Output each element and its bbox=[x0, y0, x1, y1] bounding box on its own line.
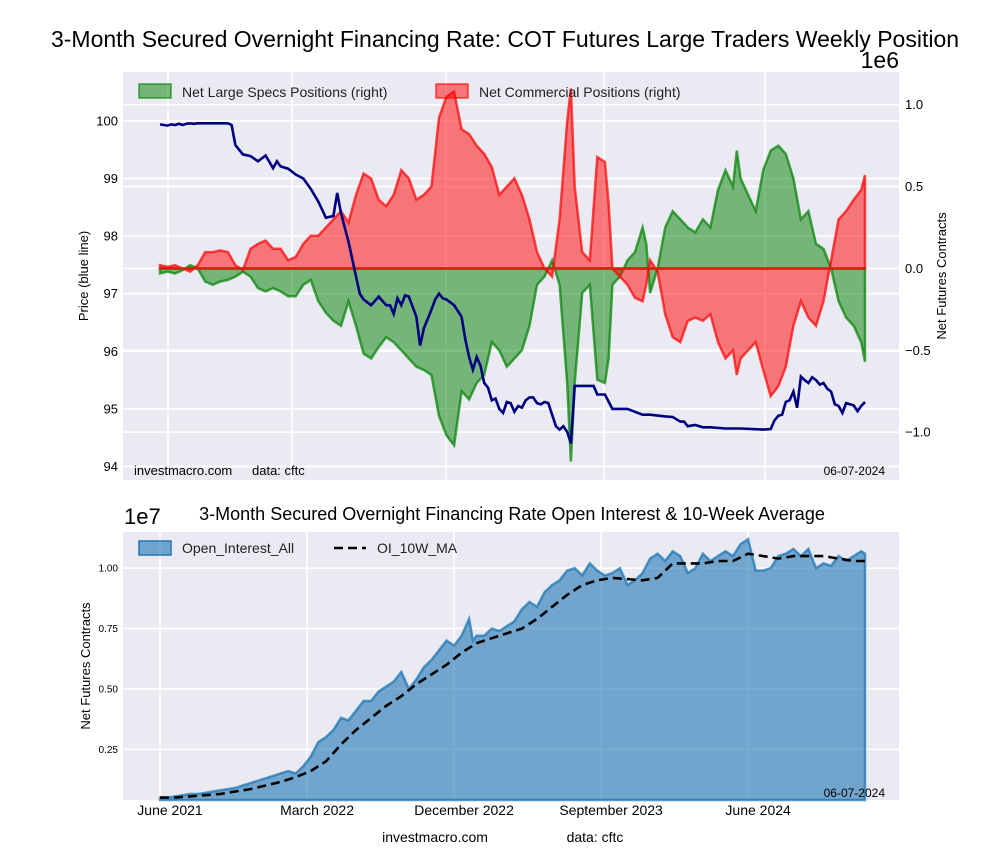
bottom-y-tick-label: 0.25 bbox=[99, 745, 119, 756]
price-line bbox=[159, 121, 866, 444]
top-multiplier: 1e6 bbox=[861, 47, 899, 73]
bottom-x-ticks: June 2021 March 2022 December 2022 Septembe… bbox=[137, 802, 791, 818]
bottom-y-ticks: 0.25 0.50 0.75 1.00 bbox=[99, 564, 119, 756]
top-ylabel-right: Net Futures Contracts bbox=[934, 212, 949, 340]
top-left-tick-label: 100 bbox=[96, 113, 118, 128]
top-left-tick-label: 95 bbox=[104, 401, 118, 416]
legend-label-specs: Net Large Specs Positions (right) bbox=[182, 84, 387, 100]
bottom-multiplier: 1e7 bbox=[124, 504, 161, 529]
bottom-x-tick-label: June 2024 bbox=[725, 802, 791, 818]
bottom-x-tick-label: December 2022 bbox=[414, 802, 514, 818]
legend-swatch-oi bbox=[138, 540, 172, 556]
footer-data: data: cftc bbox=[567, 829, 624, 845]
bottom-y-tick-label: 1.00 bbox=[99, 564, 119, 575]
top-annotation-data: data: cftc bbox=[252, 463, 305, 478]
legend-label-commercial: Net Commercial Positions (right) bbox=[479, 84, 681, 100]
top-left-ticks: 94 95 96 97 98 99 100 bbox=[96, 113, 118, 474]
legend-label-oi: Open_Interest_All bbox=[182, 540, 294, 556]
top-legend: Net Large Specs Positions (right) Net Co… bbox=[138, 83, 681, 100]
bottom-y-tick-label: 0.75 bbox=[99, 624, 119, 635]
top-ylabel-left: Price (blue line) bbox=[76, 231, 91, 321]
top-right-tick-label: 0.5 bbox=[905, 179, 923, 194]
oi-ma-line bbox=[160, 552, 865, 799]
top-right-ticks: −1.0 −0.5 0.0 0.5 1.0 bbox=[905, 97, 931, 439]
footer-site: investmacro.com bbox=[382, 829, 488, 845]
top-chart: 94 95 96 97 98 99 100 −1.0 −0.5 0.0 0.5 1.0 1e6 Pr… bbox=[76, 47, 949, 480]
legend-swatch-specs bbox=[138, 83, 172, 99]
specs-area bbox=[158, 144, 867, 462]
bottom-x-tick-label: June 2021 bbox=[137, 802, 203, 818]
top-annotation-date: 06-07-2024 bbox=[824, 464, 886, 478]
bottom-y-tick-label: 0.50 bbox=[99, 684, 119, 695]
top-left-tick-label: 96 bbox=[104, 344, 118, 359]
bottom-annotation-date: 06-07-2024 bbox=[824, 786, 886, 800]
open-interest-area bbox=[158, 537, 867, 802]
top-left-tick-label: 97 bbox=[104, 286, 118, 301]
top-left-tick-label: 99 bbox=[104, 171, 118, 186]
bottom-title: 3-Month Secured Overnight Financing Rate… bbox=[199, 504, 825, 524]
top-right-tick-label: −1.0 bbox=[905, 425, 931, 440]
legend-label-ma: OI_10W_MA bbox=[377, 540, 458, 556]
bottom-x-tick-label: March 2022 bbox=[280, 802, 354, 818]
bottom-legend: Open_Interest_All OI_10W_MA bbox=[138, 540, 458, 556]
top-left-tick-label: 98 bbox=[104, 229, 118, 244]
bottom-ylabel: Net Futures Contracts bbox=[78, 602, 93, 730]
top-right-tick-label: 1.0 bbox=[905, 97, 923, 112]
bottom-x-tick-label: September 2023 bbox=[559, 802, 663, 818]
legend-swatch-commercial bbox=[435, 83, 469, 99]
top-right-tick-label: −0.5 bbox=[905, 343, 931, 358]
top-annotation-site: investmacro.com bbox=[134, 463, 232, 478]
top-left-tick-label: 94 bbox=[104, 459, 118, 474]
top-right-tick-label: 0.0 bbox=[905, 261, 923, 276]
bottom-chart: 3-Month Secured Overnight Financing Rate… bbox=[78, 504, 899, 818]
commercial-area bbox=[158, 88, 867, 399]
figure-title: 3-Month Secured Overnight Financing Rate… bbox=[51, 26, 959, 52]
